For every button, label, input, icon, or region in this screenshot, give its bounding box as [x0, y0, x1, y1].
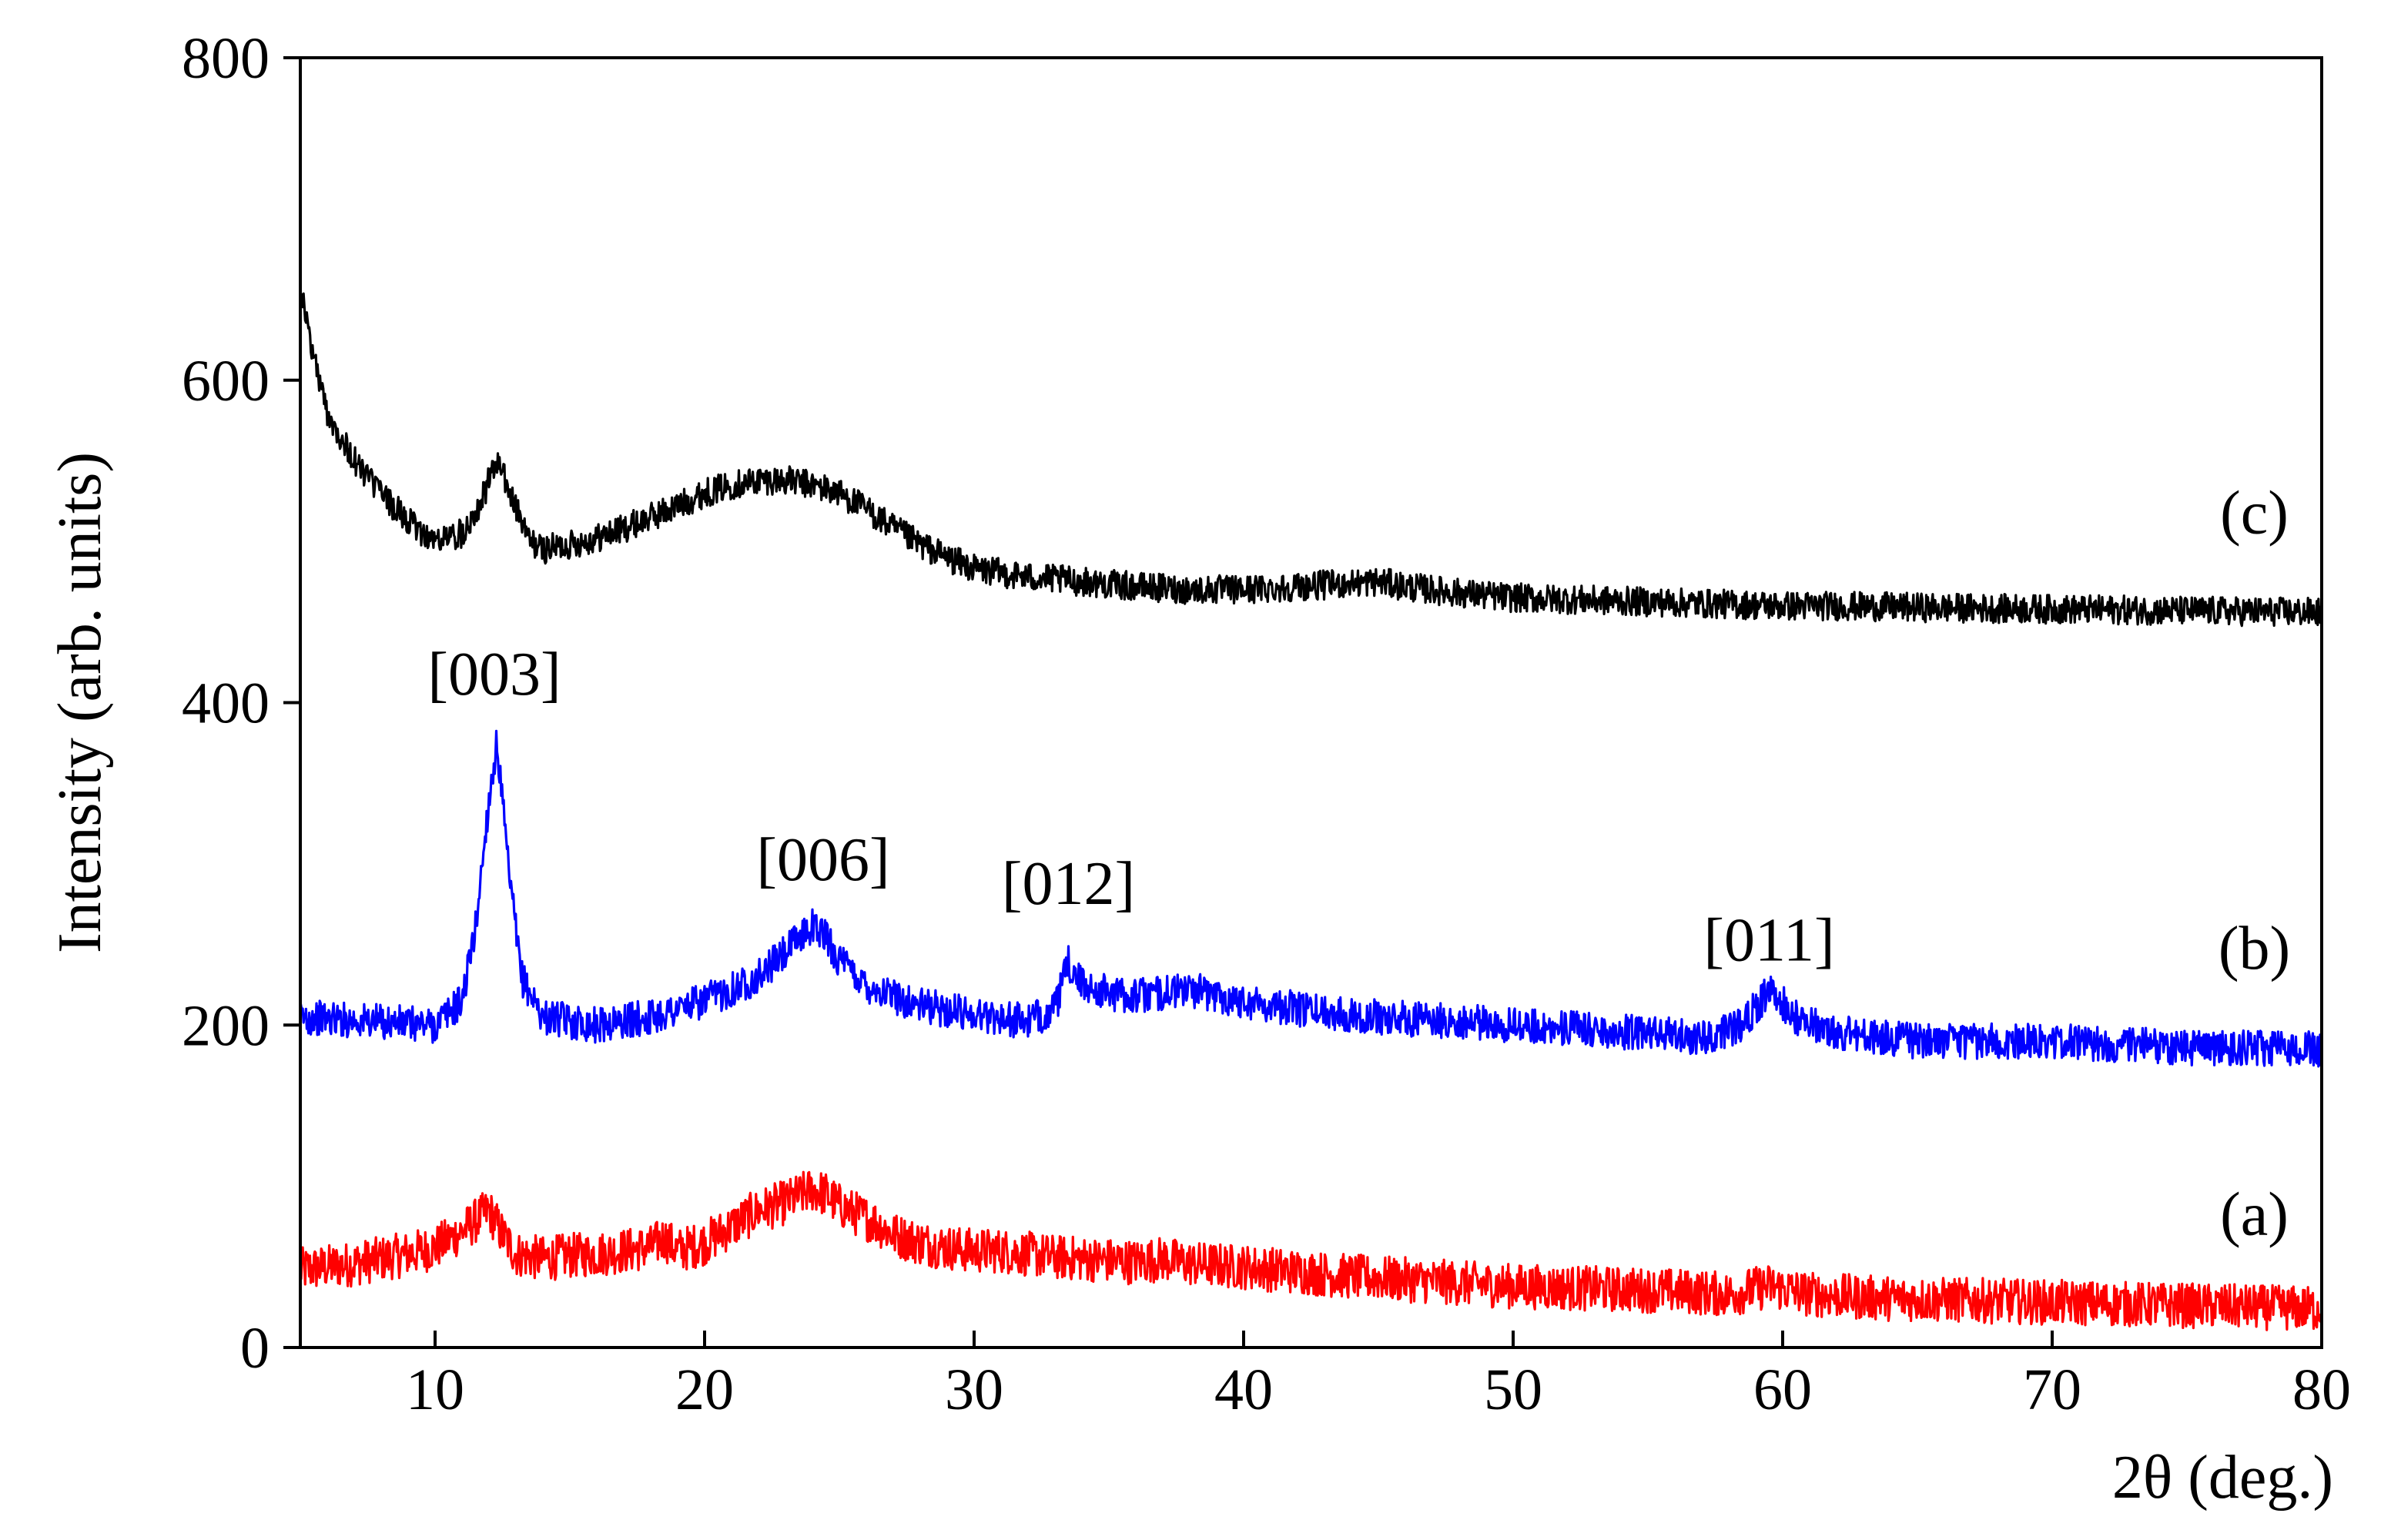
series-layer	[299, 291, 2323, 1331]
x-tick-label: 40	[1214, 1358, 1273, 1422]
annotation-label: [006]	[756, 826, 889, 894]
annotation-label: [011]	[1703, 907, 1834, 975]
x-axis-title: 2θ (deg.)	[2112, 1444, 2333, 1512]
annotation-label: (b)	[2219, 915, 2290, 983]
y-tick-label: 400	[182, 671, 270, 736]
y-tick-label: 0	[240, 1316, 270, 1381]
x-tick-label: 60	[1753, 1358, 1812, 1422]
y-tick-label: 200	[182, 993, 270, 1058]
x-axis: 10 20 30 40 50 60 70 80	[406, 1331, 2351, 1422]
x-tick-label: 10	[406, 1358, 464, 1422]
x-tick-label: 30	[945, 1358, 1003, 1422]
series-line-2	[299, 729, 2323, 1068]
y-axis-title: Intensity (arb. units)	[46, 452, 114, 953]
x-tick-label: 20	[675, 1358, 734, 1422]
annotation-label: (c)	[2220, 480, 2289, 547]
plot-frame	[299, 56, 2323, 1349]
y-axis: 0 200 400 600 800	[182, 26, 300, 1381]
series-line-3	[299, 291, 2323, 628]
x-tick-label: 70	[2023, 1358, 2081, 1422]
x-tick-label: 50	[1484, 1358, 1542, 1422]
y-tick-label: 600	[182, 349, 270, 413]
annotation-layer: [003] [006] [012] [011] (c) (b) (a)	[427, 480, 2290, 1249]
annotation-label: (a)	[2220, 1180, 2289, 1248]
annotation-label: [003]	[427, 641, 561, 708]
annotation-label: [012]	[1002, 850, 1135, 918]
x-tick-label: 80	[2292, 1358, 2351, 1422]
y-tick-label: 800	[182, 26, 270, 91]
series-line-1	[299, 1170, 2323, 1331]
